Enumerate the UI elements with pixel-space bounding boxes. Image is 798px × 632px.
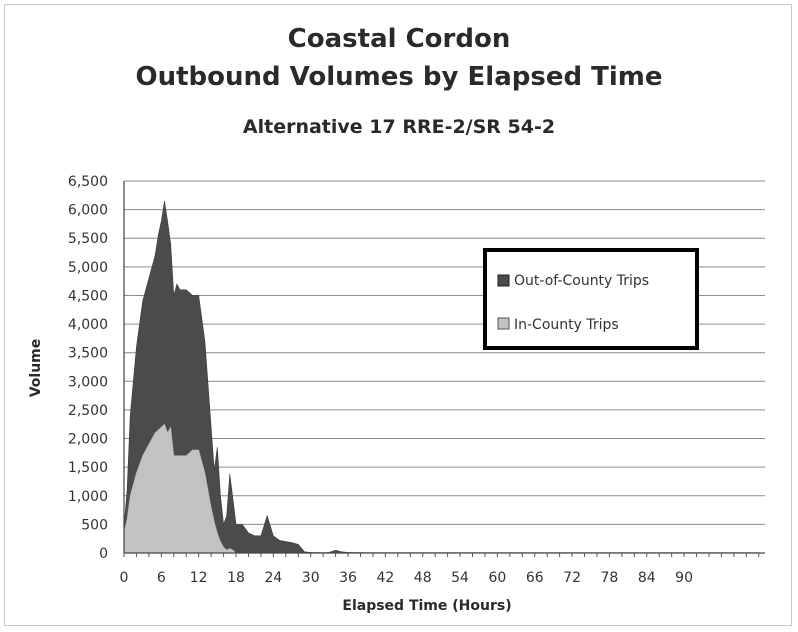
legend-swatch-out-of-county [497, 274, 510, 287]
y-tick-label-1500: 1,500 [68, 460, 108, 476]
y-tick-label-5500: 5,500 [68, 231, 108, 247]
x-tick-labels: 0 6 12 18 24 30 36 42 48 54 60 66 72 78 84 90 [120, 570, 693, 586]
y-axis-title: Volume [28, 339, 44, 398]
y-tick-label-6000: 6,000 [68, 203, 108, 219]
y-tick-label-6500: 6,500 [68, 174, 108, 190]
x-tick-label-72: 72 [563, 570, 581, 586]
legend-label-out-of-county: Out-of-County Trips [514, 273, 649, 289]
chart-subtitle: Alternative 17 RRE-2/SR 54-2 [242, 116, 556, 138]
x-tick-label-12: 12 [190, 570, 208, 586]
y-tick-label-2500: 2,500 [68, 403, 108, 419]
x-tick-label-90: 90 [675, 570, 693, 586]
x-tick-label-36: 36 [339, 570, 357, 586]
x-tick-label-18: 18 [227, 570, 245, 586]
x-tick-label-30: 30 [302, 570, 320, 586]
x-tick-label-84: 84 [638, 570, 656, 586]
legend-swatch-in-county [497, 317, 510, 330]
x-tick-label-42: 42 [376, 570, 394, 586]
legend-label-in-county: In-County Trips [514, 317, 619, 333]
y-tick-label-4500: 4,500 [68, 288, 108, 304]
chart-title-line2: Outbound Volumes by Elapsed Time [135, 62, 663, 92]
y-tick-label-2000: 2,000 [68, 432, 108, 448]
y-tick-label-3500: 3,500 [68, 346, 108, 362]
x-tick-label-0: 0 [120, 570, 129, 586]
axes [123, 181, 765, 557]
x-axis-title: Elapsed Time (Hours) [342, 598, 511, 614]
y-tick-label-4000: 4,000 [68, 317, 108, 333]
chart-title: Coastal Cordon [287, 24, 511, 54]
y-tick-label-0: 0 [99, 546, 108, 562]
x-tick-label-48: 48 [414, 570, 432, 586]
y-tick-label-1000: 1,000 [68, 489, 108, 505]
gridlines [124, 180, 765, 525]
x-tick-label-78: 78 [601, 570, 619, 586]
x-tick-label-60: 60 [488, 570, 506, 586]
y-tick-labels: 0 500 1,000 1,500 2,000 2,500 3,000 3,500 4,000 4… [68, 174, 108, 562]
x-tick-label-54: 54 [451, 570, 469, 586]
y-tick-label-5000: 5,000 [68, 260, 108, 276]
x-tick-label-66: 66 [526, 570, 544, 586]
x-tick-label-24: 24 [264, 570, 282, 586]
legend-box [483, 248, 699, 350]
legend: Out-of-County Trips In-County Trips [483, 248, 699, 350]
y-tick-label-3000: 3,000 [68, 374, 108, 390]
x-tick-label-6: 6 [157, 570, 166, 586]
y-tick-label-500: 500 [81, 517, 108, 533]
